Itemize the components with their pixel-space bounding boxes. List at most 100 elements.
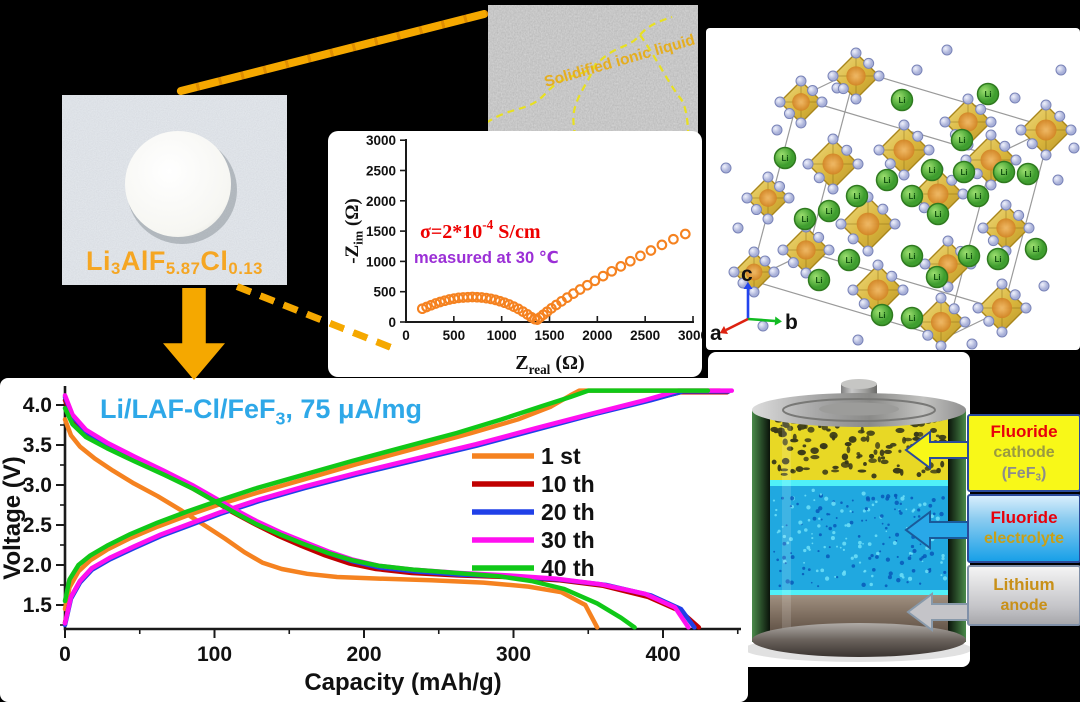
svg-text:Li: Li — [934, 210, 941, 219]
vc-xlabel: Capacity (mAh/g) — [304, 669, 501, 696]
nyquist-axes: 0 500 1000 1500 2000 2500 3000 0 500 1000 1500 2000… — [366, 133, 708, 343]
octahedron — [835, 191, 901, 257]
svg-text:0: 0 — [388, 315, 396, 330]
octahedron — [972, 278, 1032, 338]
svg-text:4.0: 4.0 — [23, 394, 52, 417]
svg-text:Li: Li — [878, 311, 885, 320]
label-line: (FeF3) — [1001, 464, 1047, 484]
octahedron — [802, 133, 864, 195]
nyquist-plot-panel: 0 500 1000 1500 2000 2500 3000 0 500 1000 1500 2000… — [328, 131, 708, 377]
svg-text:2.0: 2.0 — [23, 554, 52, 577]
lithium-atoms: Li Li Li Li Li Li Li Li Li Li Li Li Li Li Li Li Li Li Li Li… — [773, 82, 1048, 330]
svg-text:Li: Li — [781, 154, 788, 163]
svg-text:Li: Li — [960, 168, 967, 177]
svg-text:0: 0 — [59, 643, 71, 666]
svg-text:0: 0 — [402, 328, 410, 343]
label-line: Fluoride — [990, 508, 1058, 528]
svg-text:Li: Li — [801, 215, 808, 224]
nyquist-plot: 0 500 1000 1500 2000 2500 3000 0 500 1000 1500 2000… — [342, 133, 708, 377]
svg-text:Li: Li — [845, 256, 852, 265]
series-impedance — [416, 228, 691, 325]
svg-text:1000: 1000 — [487, 328, 517, 343]
cathode-label-box: Fluoride cathode (FeF3) — [967, 414, 1080, 492]
svg-text:200: 200 — [346, 643, 381, 666]
label-line: anode — [1000, 597, 1048, 615]
label-line: cathode — [993, 443, 1055, 461]
discharge-curve-30th — [62, 393, 691, 630]
svg-text:Li: Li — [853, 192, 860, 201]
svg-text:Li: Li — [908, 252, 915, 261]
svg-text:2500: 2500 — [366, 164, 396, 179]
anode-arrow-icon — [906, 592, 970, 632]
vc-ylabel: Voltage (V) — [0, 456, 26, 580]
svg-text:Li: Li — [933, 273, 940, 282]
svg-text:Li: Li — [908, 314, 915, 323]
discharge-curve-10th — [62, 397, 702, 630]
svg-text:Li: Li — [825, 207, 832, 216]
svg-text:3.5: 3.5 — [23, 434, 53, 457]
crystal-structure: Li Li Li Li Li Li Li Li Li Li Li Li Li Li Li Li Li Li Li Li… — [710, 44, 1080, 352]
svg-text:1500: 1500 — [366, 224, 396, 239]
pellet-photo-image — [62, 95, 287, 285]
legend-label: 1 st — [541, 443, 581, 469]
pellet-formula-label: Li3AlF5.87Cl0.13 — [86, 245, 263, 278]
label-line: electrolyte — [983, 530, 1065, 548]
conductivity-annotation: σ=2*10-4 S/cm — [420, 217, 541, 243]
svg-text:2000: 2000 — [582, 328, 612, 343]
cathode-arrow-icon — [904, 430, 968, 470]
octahedron — [873, 119, 935, 181]
octahedron — [777, 221, 835, 279]
axes-triad — [719, 282, 782, 335]
svg-text:500: 500 — [373, 285, 396, 300]
nyquist-xlabel: Zreal (Ω) — [515, 352, 584, 377]
svg-text:2000: 2000 — [366, 194, 396, 209]
charge-curve-40th — [62, 388, 711, 604]
nyquist-ylabel: -Zim (Ω) — [342, 198, 366, 264]
svg-text:Li: Li — [1000, 168, 1007, 177]
octahedron — [847, 259, 909, 321]
charge-curve-30th — [62, 388, 735, 626]
legend-label: 40 th — [541, 555, 595, 581]
svg-text:Li: Li — [898, 96, 905, 105]
pellet-photo: Li3AlF5.87Cl0.13 — [62, 95, 287, 285]
axis-label-c: c — [741, 263, 753, 286]
svg-text:300: 300 — [496, 643, 531, 666]
legend-label: 10 th — [541, 471, 595, 497]
svg-text:3.0: 3.0 — [23, 474, 52, 497]
voltage-capacity-panel: 0 100 200 300 400 1.5 2.0 2.5 3.0 3.5 4.0 Capacity … — [0, 378, 748, 702]
label-line: Lithium — [993, 575, 1055, 595]
svg-text:1.5: 1.5 — [23, 594, 53, 617]
octahedron — [977, 199, 1035, 257]
svg-text:Li: Li — [974, 192, 981, 201]
voltage-capacity-chart: 0 100 200 300 400 1.5 2.0 2.5 3.0 3.5 4.0 Capacity … — [0, 386, 741, 696]
axis-label-a: a — [710, 322, 722, 345]
discharge-curve-40th — [62, 405, 637, 630]
svg-text:Li: Li — [965, 252, 972, 261]
discharge-curve-1st — [62, 417, 600, 630]
battery-schematic-panel — [708, 352, 972, 667]
svg-text:Li: Li — [908, 192, 915, 201]
svg-text:100: 100 — [197, 643, 232, 666]
electrolyte-arrow-icon — [904, 510, 968, 550]
svg-text:Li: Li — [1024, 170, 1031, 179]
temperature-annotation: measured at 30 ℃ — [414, 249, 559, 267]
svg-text:Li: Li — [984, 90, 991, 99]
vc-axes: 0 100 200 300 400 1.5 2.0 2.5 3.0 3.5 4.0 — [23, 386, 741, 666]
octahedron — [827, 47, 885, 105]
svg-text:Li: Li — [994, 255, 1001, 264]
fluorine-atoms — [720, 44, 1080, 350]
legend-label: 20 th — [541, 499, 595, 525]
crystal-structure-panel: Li Li Li Li Li Li Li Li Li Li Li Li Li Li Li Li Li Li Li Li… — [706, 28, 1080, 352]
svg-text:3000: 3000 — [366, 133, 396, 148]
svg-text:Li: Li — [1032, 245, 1039, 254]
svg-text:Li: Li — [815, 276, 822, 285]
alf6-octahedra — [728, 47, 1077, 352]
octahedron — [741, 171, 795, 225]
svg-text:Li: Li — [958, 136, 965, 145]
octahedron — [1015, 99, 1077, 161]
legend-label: 30 th — [541, 527, 595, 553]
vc-title: Li/LAF-Cl/FeF3, 75 μA/mg — [100, 394, 422, 429]
svg-text:500: 500 — [443, 328, 466, 343]
